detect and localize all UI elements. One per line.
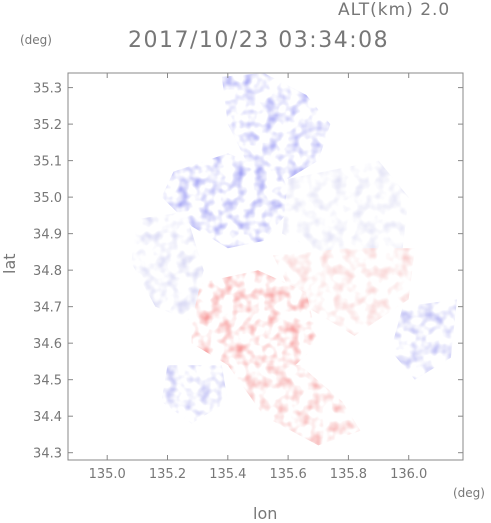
region-west-lightblue [131, 211, 204, 322]
y-tick-label: 35.3 [33, 82, 62, 97]
altitude-label: ALT(km) 2.0 [338, 0, 451, 20]
y-tick-label: 35.0 [33, 191, 62, 206]
chart-title: 2017/10/23 03:34:08 [128, 28, 390, 53]
region-southeast-blue [390, 299, 457, 380]
region-south-red [227, 365, 361, 446]
y-tick-label: 34.8 [33, 264, 62, 279]
y-tick-label: 34.4 [33, 410, 62, 425]
x-ticks: 135.0 135.2 135.4 135.6 135.8 136.0 [89, 73, 427, 482]
x-tick-label: 135.4 [209, 467, 246, 482]
y-tick-label: 34.5 [33, 374, 62, 389]
x-axis-label: lon [253, 504, 278, 523]
y-tick-label: 35.2 [33, 118, 62, 133]
region-east-neutral [282, 160, 409, 252]
x-tick-label: 135.2 [149, 467, 186, 482]
region-center-red [191, 270, 319, 373]
y-tick-label: 34.6 [33, 337, 62, 352]
plot-frame [67, 72, 464, 461]
region-east-pink [273, 248, 415, 336]
x-unit-label: (deg) [453, 486, 485, 500]
region-north-blue [221, 73, 331, 179]
y-tick-label: 34.9 [33, 228, 62, 243]
region-northwest-blue [161, 153, 295, 249]
x-tick-label: 135.8 [330, 467, 367, 482]
y-unit-label: (deg) [20, 33, 52, 47]
x-tick-label: 135.6 [270, 467, 307, 482]
x-tick-label: 135.0 [89, 467, 126, 482]
y-tick-label: 34.3 [33, 447, 62, 462]
velocity-field [131, 73, 457, 446]
region-southwest-blue [161, 365, 228, 424]
x-tick-label: 136.0 [390, 467, 427, 482]
y-tick-label: 34.7 [33, 301, 62, 316]
y-tick-label: 35.1 [33, 155, 62, 170]
y-ticks: 34.3 34.4 34.5 34.6 34.7 34.8 34.9 35.0 35.1 35.2… [33, 82, 463, 462]
